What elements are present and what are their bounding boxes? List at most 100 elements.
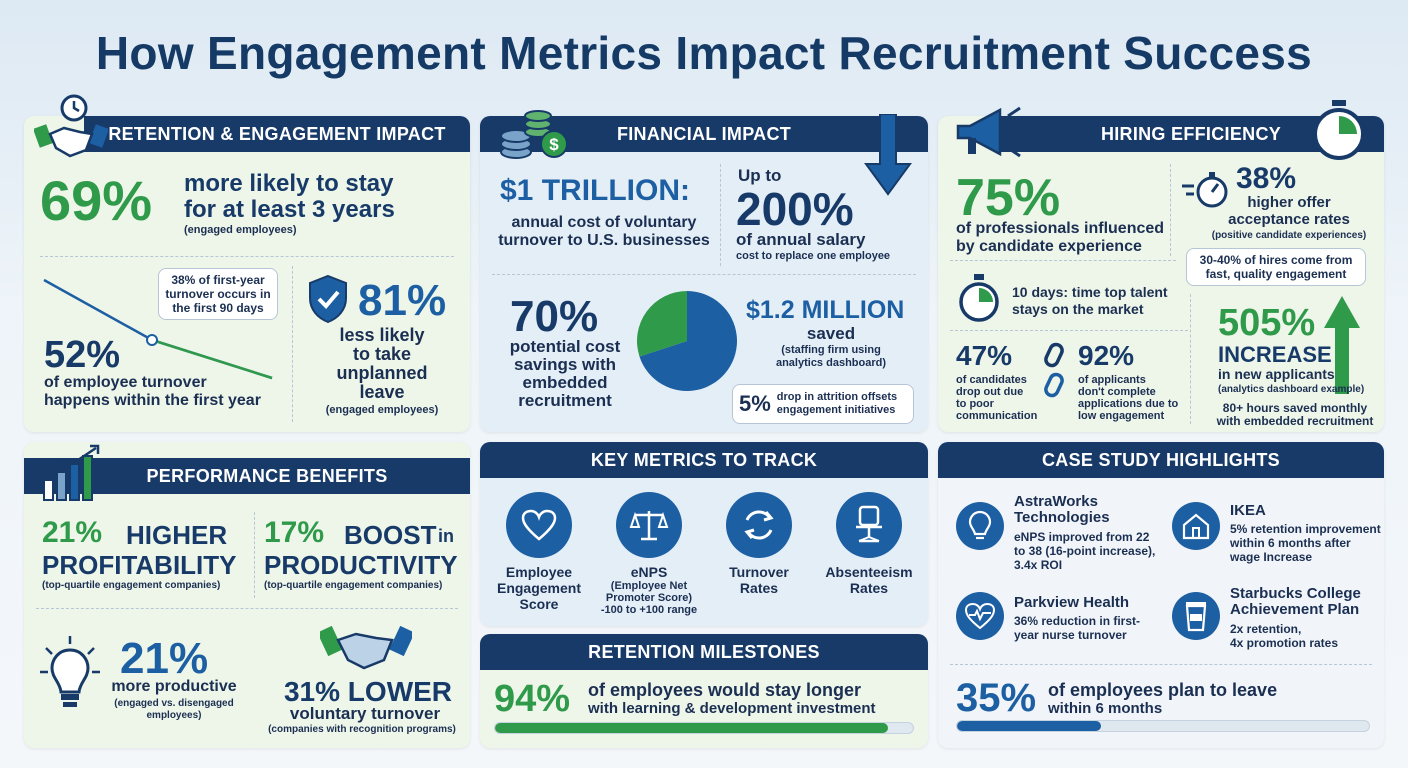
million-stat: $1.2 MILLION bbox=[746, 296, 905, 324]
heartbeat-icon bbox=[956, 592, 1004, 640]
milestone-text1: of employees would stay longer bbox=[588, 680, 862, 700]
stat-31-note: (companies with recognition programs) bbox=[268, 724, 456, 735]
stat-38-note: (positive candidate experiences) bbox=[1211, 230, 1367, 241]
stat-70-text: potential cost savings with embedded rec… bbox=[509, 337, 621, 410]
increase-text: in new applicants bbox=[1218, 366, 1335, 382]
coin-stack-dollar-icon: $ bbox=[500, 110, 568, 159]
stat-52-text2: happens within the first year bbox=[44, 392, 261, 409]
stat-38-text: higher offer acceptance rates bbox=[1228, 194, 1350, 228]
stat-31: 31% LOWER bbox=[283, 676, 453, 707]
handshake-icon bbox=[320, 625, 412, 670]
productive-text: more productive bbox=[111, 678, 237, 695]
metric-label-absenteeism: Absenteeism Rates bbox=[825, 564, 913, 596]
case-study-header: CASE STUDY HIGHLIGHTS bbox=[938, 442, 1384, 478]
key-metrics-panel: KEY METRICS TO TRACK Employee Engagement… bbox=[480, 442, 928, 626]
hours-text: 80+ hours saved monthly with embedded re… bbox=[1216, 401, 1374, 428]
case-starbucks-name: Starbucks College Achievement Plan bbox=[1230, 585, 1361, 618]
refresh-icon bbox=[726, 492, 792, 558]
stat-81-note: (engaged employees) bbox=[325, 404, 439, 416]
productivity-note: (top-quartile engagement companies) bbox=[264, 580, 443, 591]
financial-panel: FINANCIAL IMPACT $1 TRILLION: annual cos… bbox=[480, 116, 928, 432]
megaphone-icon bbox=[956, 106, 1024, 158]
stat-69-text1: more likely to stay bbox=[184, 170, 394, 197]
increase-label: INCREASE bbox=[1218, 342, 1332, 367]
milestones-header: RETENTION MILESTONES bbox=[480, 634, 928, 670]
heart-icon bbox=[506, 492, 572, 558]
metric-label-turnover: Turnover Rates bbox=[729, 564, 789, 596]
stat-21-productive: 21% bbox=[120, 634, 209, 683]
stat-35: 35% bbox=[956, 676, 1037, 720]
stat-92: 92% bbox=[1078, 340, 1135, 371]
stat-21-profit: 21% bbox=[42, 516, 103, 549]
stat-200-note: cost to replace one employee bbox=[736, 250, 891, 262]
trillion-text: annual cost of voluntary turnover to U.S… bbox=[498, 214, 710, 249]
stat-94: 94% bbox=[494, 678, 571, 720]
case-ikea-name: IKEA bbox=[1230, 502, 1266, 519]
pie-slice-savings bbox=[637, 291, 687, 357]
stat-81: 81% bbox=[358, 276, 447, 325]
productive-note: (engaged vs. disengaged employees) bbox=[114, 698, 234, 721]
stat-81-text: less likely to take unplanned leave bbox=[336, 325, 428, 402]
house-icon bbox=[1172, 502, 1220, 550]
days-text: 10 days: time top talent stays on the ma… bbox=[1012, 284, 1168, 317]
in-label: in bbox=[438, 526, 454, 546]
case-starbucks-desc: 2x retention, 4x promotion rates bbox=[1230, 622, 1339, 650]
case-parkview-name: Parkview Health bbox=[1014, 594, 1130, 611]
key-metrics-header: KEY METRICS TO TRACK bbox=[480, 442, 928, 478]
stopwatch-speed-icon bbox=[1182, 172, 1228, 208]
metric-label-enps: eNPS (Employee Net Promoter Score) -100 … bbox=[600, 564, 698, 616]
stat-52: 52% bbox=[44, 334, 121, 376]
trillion-stat: $1 TRILLION: bbox=[500, 174, 691, 207]
up-arrow-icon bbox=[1324, 296, 1360, 394]
million-note: (staffing firm using analytics dashboard… bbox=[775, 344, 887, 369]
stat-47-text: of candidates drop out due to poor commu… bbox=[956, 374, 1038, 422]
leave-text1: of employees plan to leave bbox=[1048, 680, 1278, 700]
bar-chart-growth-icon bbox=[43, 444, 100, 501]
handshake-clock-icon bbox=[34, 94, 108, 158]
stat-69-text2: for at least 3 years bbox=[184, 196, 395, 223]
stat-69: 69% bbox=[40, 169, 153, 232]
profitability-note: (top-quartile engagement companies) bbox=[42, 580, 221, 591]
lightbulb-icon bbox=[956, 502, 1004, 550]
case-parkview-desc: 36% reduction in first- year nurse turno… bbox=[1014, 614, 1141, 642]
hires-callout: 30-40% of hires come from fast, quality … bbox=[1186, 248, 1366, 286]
pie-slice-remainder bbox=[639, 291, 737, 391]
stat-47: 47% bbox=[956, 340, 1013, 371]
stat-75-text: of professionals influenced by candidate… bbox=[956, 220, 1165, 255]
increase-note: (analytics dashboard example) bbox=[1218, 384, 1365, 395]
coffee-cup-icon bbox=[1172, 592, 1220, 640]
profitability-label: PROFITABILITY bbox=[42, 550, 237, 580]
broken-chain-icon bbox=[1044, 342, 1064, 398]
stat-92-text: of applicants don't complete application… bbox=[1078, 374, 1179, 422]
milestones-panel: RETENTION MILESTONES 94% of employees wo… bbox=[480, 634, 928, 748]
chair-icon bbox=[836, 492, 902, 558]
case-ikea-desc: 5% retention improvement within 6 months… bbox=[1230, 522, 1381, 564]
stat-17: 17% bbox=[264, 516, 325, 549]
stat-31-text: voluntary turnover bbox=[289, 704, 441, 723]
lightbulb-icon bbox=[40, 636, 100, 707]
retention-panel: RETENTION & ENGAGEMENT IMPACT 69% more l… bbox=[24, 116, 470, 432]
case-astraworks-name: AstraWorks Technologies bbox=[1014, 493, 1110, 526]
leave-progress-bar bbox=[956, 720, 1370, 732]
higher-label: HIGHER bbox=[126, 520, 228, 550]
retention-header: RETENTION & ENGAGEMENT IMPACT bbox=[84, 116, 470, 152]
stat-38: 38% bbox=[1236, 162, 1297, 195]
leave-text2: within 6 months bbox=[1048, 700, 1163, 717]
stat-70: 70% bbox=[510, 292, 599, 341]
milestone-progress-bar bbox=[494, 722, 914, 734]
attrition-callout: 5% drop in attrition offsets engagement i… bbox=[732, 384, 914, 424]
stat-200-text: of annual salary bbox=[736, 230, 866, 249]
performance-header: PERFORMANCE BENEFITS bbox=[24, 458, 470, 494]
case-astraworks-desc: eNPS improved from 22 to 38 (16-point in… bbox=[1014, 530, 1156, 572]
stopwatch-timer-icon bbox=[1313, 100, 1365, 160]
shield-check-icon bbox=[309, 274, 347, 324]
stat-52-text1: of employee turnover bbox=[44, 374, 207, 391]
down-arrow-icon bbox=[864, 114, 912, 196]
svg-text:$: $ bbox=[549, 135, 559, 154]
upto-label: Up to bbox=[738, 166, 782, 185]
milestone-text2: with learning & development investment bbox=[588, 700, 876, 717]
cost-savings-pie-chart bbox=[637, 291, 737, 391]
scale-icon bbox=[616, 492, 682, 558]
stat-69-note: (engaged employees) bbox=[184, 224, 297, 236]
million-text: saved bbox=[806, 324, 856, 343]
